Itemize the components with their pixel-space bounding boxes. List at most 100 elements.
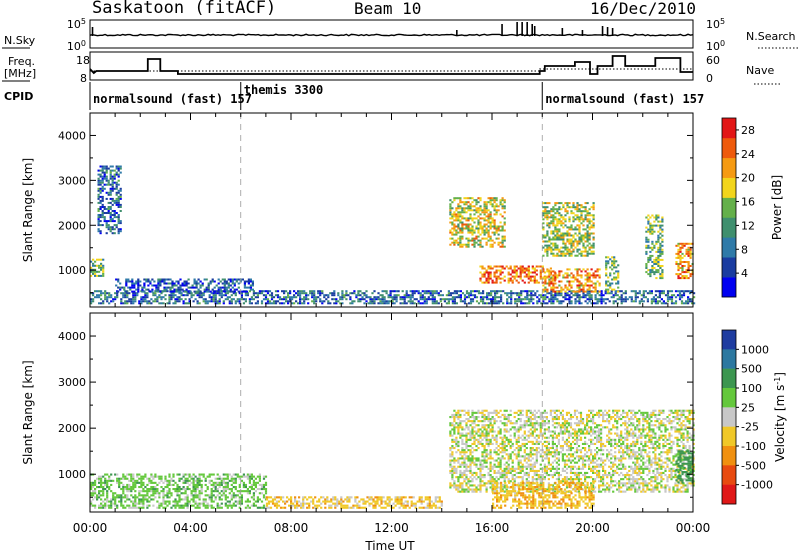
echo-cell bbox=[485, 279, 488, 282]
echo-cell bbox=[111, 228, 114, 231]
echo-cell bbox=[582, 228, 585, 231]
echo-cell bbox=[483, 225, 486, 228]
echo-cell bbox=[264, 294, 268, 297]
echo-cell bbox=[126, 496, 129, 499]
echo-cell bbox=[110, 500, 113, 503]
echo-cell bbox=[489, 453, 492, 456]
echo-cell bbox=[370, 496, 373, 499]
echo-cell bbox=[491, 465, 494, 468]
echo-cell bbox=[199, 280, 202, 283]
echo-cell bbox=[264, 296, 268, 299]
echo-cell bbox=[180, 506, 183, 509]
echo-cell bbox=[576, 294, 579, 297]
echo-cell bbox=[238, 492, 241, 495]
echo-cell bbox=[491, 490, 494, 493]
echo-cell bbox=[613, 264, 616, 267]
echo-cell bbox=[661, 218, 664, 221]
echo-cell bbox=[588, 288, 591, 291]
echo-cell bbox=[366, 496, 369, 499]
echo-cell bbox=[182, 479, 185, 482]
echo-cell bbox=[489, 225, 492, 228]
echo-cell bbox=[246, 294, 249, 297]
echo-cell bbox=[136, 473, 139, 476]
echo-cell bbox=[481, 229, 484, 232]
echo-cell bbox=[122, 477, 125, 480]
echo-cell bbox=[469, 465, 472, 468]
echo-cell bbox=[647, 220, 650, 223]
echo-cell bbox=[232, 477, 235, 480]
echo-cell bbox=[244, 292, 247, 295]
echo-cell bbox=[489, 277, 492, 280]
echo-cell bbox=[170, 506, 173, 509]
echo-cell bbox=[140, 494, 143, 497]
echo-cell bbox=[582, 292, 585, 295]
echo-cell bbox=[110, 502, 113, 505]
echo-cell bbox=[251, 280, 254, 283]
echo-cell bbox=[453, 211, 456, 214]
echo-cell bbox=[403, 296, 406, 299]
echo-cell bbox=[214, 298, 217, 301]
echo-cell bbox=[594, 270, 597, 273]
echo-cell bbox=[499, 199, 502, 202]
echo-cell bbox=[605, 264, 608, 267]
echo-cell bbox=[97, 216, 100, 219]
echo-cell bbox=[422, 500, 425, 503]
echo-cell bbox=[162, 490, 165, 493]
echo-cell bbox=[113, 216, 116, 219]
echo-cell bbox=[614, 300, 617, 303]
echo-cell bbox=[96, 498, 99, 501]
echo-cell bbox=[365, 294, 368, 297]
echo-cell bbox=[556, 294, 559, 297]
echo-cell bbox=[485, 231, 488, 234]
echo-cell bbox=[389, 294, 392, 297]
echo-cell bbox=[99, 230, 102, 233]
echo-cell bbox=[495, 436, 498, 439]
echo-cell bbox=[252, 475, 255, 478]
echo-cell bbox=[493, 271, 496, 274]
echo-cell bbox=[461, 223, 464, 226]
echo-cell bbox=[562, 240, 565, 243]
echo-cell bbox=[117, 203, 120, 206]
echo-cell bbox=[624, 298, 627, 301]
echo-cell bbox=[98, 506, 101, 509]
echo-cell bbox=[168, 492, 171, 495]
echo-cell bbox=[126, 302, 129, 305]
echo-cell bbox=[168, 490, 171, 493]
echo-cell bbox=[205, 278, 208, 281]
echo-cell bbox=[473, 434, 476, 437]
echo-cell bbox=[495, 488, 498, 491]
echo-cell bbox=[411, 300, 414, 303]
echo-cell bbox=[105, 220, 108, 223]
echo-cell bbox=[655, 242, 658, 245]
echo-cell bbox=[240, 294, 243, 297]
echo-cell bbox=[182, 486, 185, 489]
echo-cell bbox=[651, 271, 654, 274]
echo-cell bbox=[651, 228, 654, 231]
echo-cell bbox=[104, 292, 107, 295]
echo-cell bbox=[102, 300, 105, 303]
echo-cell bbox=[497, 430, 500, 433]
echo-cell bbox=[106, 300, 109, 303]
echo-cell bbox=[495, 227, 498, 230]
echo-cell bbox=[499, 432, 502, 435]
echo-cell bbox=[216, 473, 219, 476]
echo-cell bbox=[217, 286, 220, 289]
echo-cell bbox=[140, 302, 143, 305]
echo-cell bbox=[111, 175, 114, 178]
echo-cell bbox=[149, 280, 152, 283]
echo-cell bbox=[206, 494, 209, 497]
echo-cell bbox=[491, 428, 494, 431]
echo-cell bbox=[244, 506, 247, 509]
echo-cell bbox=[467, 223, 470, 226]
echo-cell bbox=[574, 298, 577, 301]
echo-cell bbox=[220, 490, 223, 493]
echo-cell bbox=[461, 451, 464, 454]
echo-cell bbox=[186, 502, 189, 505]
echo-cell bbox=[485, 241, 488, 244]
echo-cell bbox=[180, 488, 183, 491]
echo-cell bbox=[275, 504, 279, 507]
echo-cell bbox=[487, 445, 490, 448]
echo-cell bbox=[126, 296, 129, 299]
echo-cell bbox=[195, 280, 198, 283]
echo-cell bbox=[491, 411, 494, 414]
